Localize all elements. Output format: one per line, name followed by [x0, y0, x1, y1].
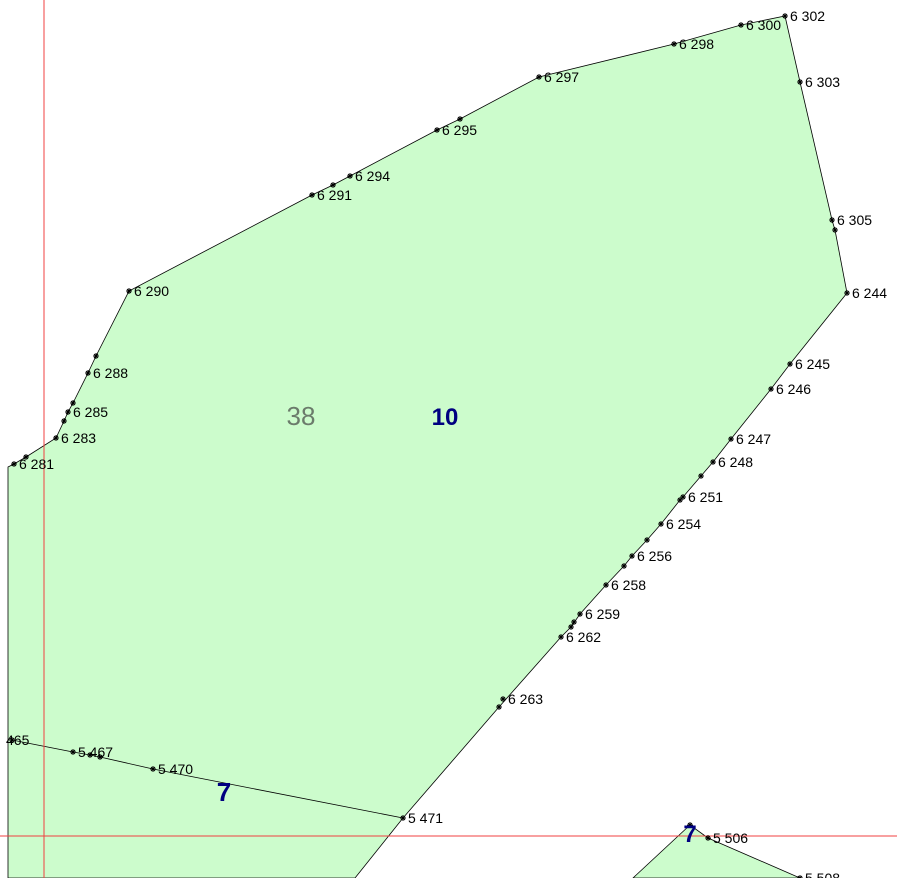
point-marker [309, 192, 315, 198]
parcel-10 [7, 15, 848, 878]
point-marker [70, 400, 76, 406]
point-label: 6 294 [355, 168, 390, 184]
point-marker [768, 386, 774, 392]
point-marker [738, 22, 744, 28]
point-marker [568, 624, 574, 630]
point-marker [61, 418, 67, 424]
point-marker [710, 459, 716, 465]
point-label: 6 283 [61, 430, 96, 446]
point-marker [93, 353, 99, 359]
point-label: 6 259 [585, 606, 620, 622]
point-marker [53, 435, 59, 441]
point-marker [150, 766, 156, 772]
point-marker [65, 409, 71, 415]
point-label: 6 291 [317, 187, 352, 203]
point-marker [11, 461, 17, 467]
point-marker [603, 582, 609, 588]
point-label: 6 258 [611, 577, 646, 593]
point-label: 6 245 [795, 356, 830, 372]
point-label: 6 248 [718, 454, 753, 470]
point-label: 6 303 [805, 74, 840, 90]
point-marker [677, 497, 683, 503]
point-label: 6 244 [852, 285, 887, 301]
parcel-label: 7 [217, 777, 231, 807]
point-marker [347, 173, 353, 179]
point-marker [330, 182, 336, 188]
point-label: 465 [6, 732, 30, 748]
point-label: 6 246 [776, 381, 811, 397]
point-label: 6 295 [442, 122, 477, 138]
parcel-label: 38 [287, 401, 316, 431]
point-marker [571, 619, 577, 625]
point-marker [621, 563, 627, 569]
point-marker [23, 454, 29, 460]
point-marker [644, 537, 650, 543]
point-marker [797, 79, 803, 85]
point-marker [577, 611, 583, 617]
point-marker [728, 436, 734, 442]
point-marker [629, 553, 635, 559]
point-marker [536, 74, 542, 80]
point-marker [126, 288, 132, 294]
point-marker [671, 41, 677, 47]
point-marker [9, 737, 15, 743]
point-label: 6 262 [566, 629, 601, 645]
point-marker [787, 361, 793, 367]
point-label: 6 288 [93, 365, 128, 381]
markers [9, 13, 850, 878]
point-marker [434, 127, 440, 133]
point-label: 5 506 [713, 830, 748, 846]
point-marker [70, 749, 76, 755]
point-marker [782, 13, 788, 19]
point-label: 6 290 [134, 283, 169, 299]
point-marker [400, 815, 406, 821]
point-label: 6 263 [508, 691, 543, 707]
point-marker [500, 696, 506, 702]
point-marker [85, 370, 91, 376]
point-label: 6 254 [666, 516, 701, 532]
point-label: 6 300 [746, 17, 781, 33]
point-label: 6 256 [637, 548, 672, 564]
point-label: 6 305 [837, 212, 872, 228]
point-label: 6 298 [679, 36, 714, 52]
parcel-label: 7 [683, 821, 696, 848]
point-marker [829, 217, 835, 223]
point-marker [496, 704, 502, 710]
point-label: 6 285 [73, 404, 108, 420]
point-marker [698, 473, 704, 479]
point-marker [844, 290, 850, 296]
point-marker [558, 634, 564, 640]
point-marker [658, 521, 664, 527]
point-marker [705, 835, 711, 841]
point-label: 5 467 [78, 744, 113, 760]
point-label: 5 471 [408, 810, 443, 826]
point-marker [457, 116, 463, 122]
parcel-label: 10 [432, 404, 459, 431]
point-label: 5 508 [805, 870, 840, 878]
point-label: 6 297 [544, 69, 579, 85]
point-marker [97, 754, 103, 760]
point-label: 6 302 [790, 8, 825, 24]
point-marker [680, 494, 686, 500]
point-label: 6 251 [688, 489, 723, 505]
point-marker [87, 752, 93, 758]
point-label: 5 470 [158, 761, 193, 777]
point-marker [687, 822, 693, 828]
point-label: 6 281 [19, 456, 54, 472]
point-marker [832, 227, 838, 233]
point-label: 6 247 [736, 431, 771, 447]
